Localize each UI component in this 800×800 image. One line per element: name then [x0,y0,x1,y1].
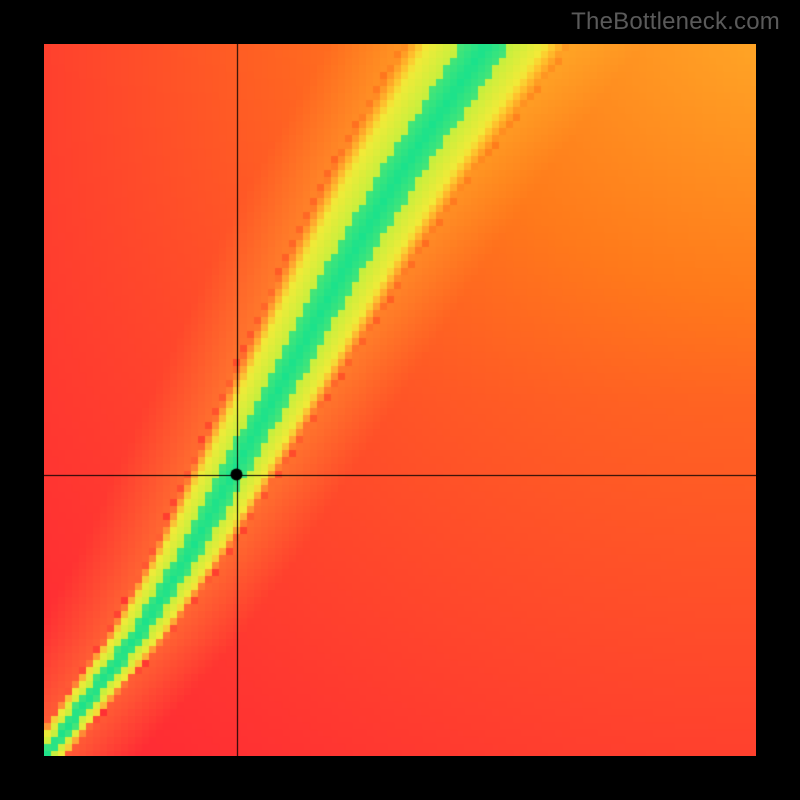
heatmap-canvas [44,44,756,756]
watermark-text: TheBottleneck.com [571,8,780,36]
chart-container: TheBottleneck.com [0,0,800,800]
